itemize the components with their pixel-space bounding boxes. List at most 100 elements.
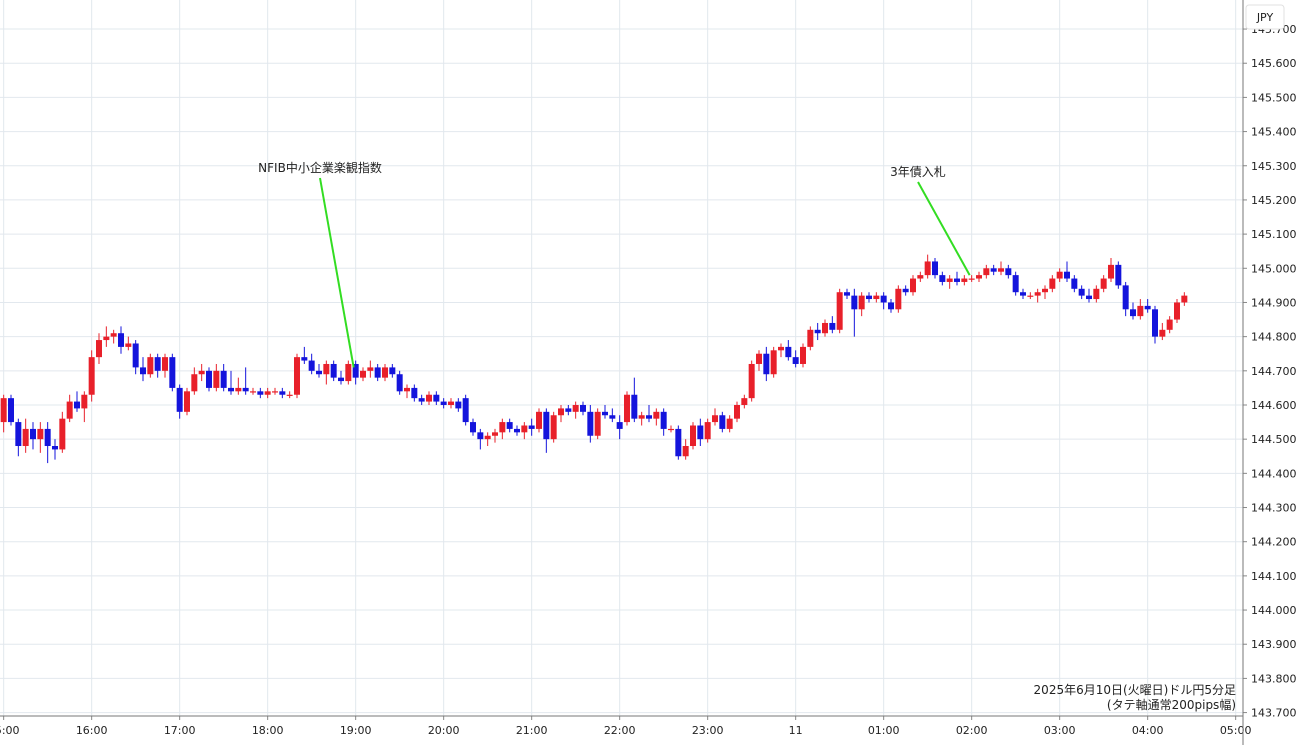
candle — [976, 271, 982, 282]
candle-body — [338, 377, 344, 382]
candle — [235, 377, 242, 395]
candle — [932, 258, 938, 279]
candle-body — [587, 411, 594, 436]
y-tick-label: 144.300 — [1251, 502, 1297, 515]
x-tick-label: 23:00 — [692, 724, 724, 737]
candle-body — [719, 415, 726, 429]
y-tick-label: 144.400 — [1251, 467, 1297, 480]
candle — [8, 394, 14, 426]
candle-body — [272, 391, 278, 393]
y-tick-label: 145.600 — [1251, 57, 1297, 70]
candle — [880, 292, 887, 310]
candle-body — [382, 367, 388, 378]
candle-body — [631, 394, 638, 419]
candle — [470, 418, 476, 436]
x-tick-label: 02:00 — [956, 724, 988, 737]
candle-body — [426, 394, 432, 402]
candle — [257, 387, 264, 399]
candle — [37, 422, 44, 453]
candle — [998, 261, 1004, 276]
candle-body — [220, 370, 227, 388]
y-tick-label: 144.900 — [1251, 296, 1297, 309]
candle — [279, 387, 286, 399]
candle — [572, 401, 579, 419]
candle-body — [418, 398, 425, 402]
y-tick-label: 145.500 — [1251, 91, 1297, 104]
y-tick-label: 144.700 — [1251, 365, 1297, 378]
candle — [213, 363, 220, 392]
candle — [741, 394, 748, 409]
candle — [154, 353, 161, 378]
candle — [374, 363, 381, 382]
candle-body — [44, 428, 51, 447]
candle-body — [1005, 268, 1012, 276]
x-tick-label: 01:00 — [868, 724, 900, 737]
candle — [506, 418, 513, 433]
candle — [1159, 322, 1166, 341]
candle — [961, 275, 968, 286]
candle-body — [433, 394, 440, 402]
candle — [132, 340, 139, 375]
candle — [609, 408, 616, 423]
candle-body — [521, 425, 528, 433]
candle-body — [184, 391, 190, 412]
candle-body — [257, 391, 264, 395]
candle-body — [294, 357, 300, 395]
candle-body — [484, 435, 491, 440]
candle-body — [983, 268, 990, 276]
candle — [272, 387, 278, 395]
annotation-label: NFIB中小企業楽観指数 — [258, 160, 382, 175]
candle — [96, 333, 102, 364]
candle-body — [1034, 292, 1041, 296]
candle-body — [389, 367, 396, 375]
candle-body — [572, 404, 579, 412]
candle-body — [734, 404, 740, 419]
candle — [308, 353, 315, 375]
candle-body — [844, 292, 850, 296]
candle — [558, 404, 564, 423]
candle-body — [8, 398, 14, 423]
x-tick-label: 03:00 — [1044, 724, 1076, 737]
candle-body — [748, 363, 755, 399]
candle-body — [792, 357, 799, 364]
candle-body — [0, 398, 7, 423]
candle — [1166, 316, 1173, 334]
candle — [1137, 299, 1144, 320]
candle-body — [1181, 295, 1188, 303]
candle-body — [477, 432, 484, 440]
y-tick-label: 145.000 — [1251, 262, 1297, 275]
candle — [191, 367, 198, 395]
candle — [682, 439, 689, 460]
candle-body — [866, 295, 872, 300]
candle-body — [917, 275, 924, 279]
candle-body — [352, 363, 359, 378]
candle — [323, 360, 330, 385]
candle-body — [30, 428, 36, 440]
candle-body — [103, 336, 110, 341]
candle — [1012, 271, 1019, 296]
candle — [785, 340, 792, 361]
candle-body — [66, 401, 73, 419]
candle-body — [176, 387, 183, 412]
candle — [286, 391, 293, 399]
currency-label-box — [1245, 4, 1285, 30]
candle — [499, 418, 506, 440]
annotation-label: 3年債入札 — [890, 164, 946, 179]
candle-body — [125, 343, 132, 347]
candle-body — [1100, 278, 1107, 289]
candle — [448, 398, 454, 409]
candle-body — [462, 398, 469, 423]
candle — [184, 387, 190, 416]
chart-caption-line-1: 2025年6月10日(火曜日)ドル円5分足 — [1034, 683, 1236, 697]
candle-body — [404, 387, 410, 392]
candle-body — [162, 357, 168, 371]
candle — [565, 404, 572, 416]
candle-body — [323, 363, 330, 375]
candle-body — [682, 446, 689, 457]
candle-body — [228, 387, 234, 392]
candle — [316, 363, 322, 378]
candles — [0, 254, 1188, 464]
annotation-leader-line — [319, 177, 355, 368]
candle — [594, 408, 601, 440]
candle — [1130, 302, 1136, 320]
